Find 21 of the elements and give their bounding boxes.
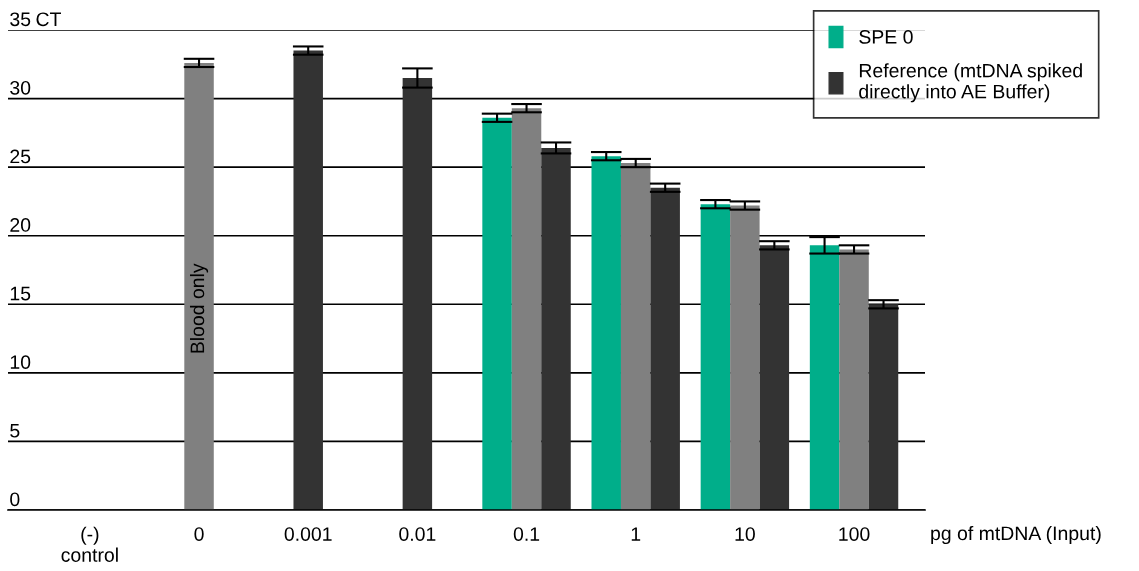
legend-label: SPE 0 bbox=[859, 30, 913, 44]
x-tick-label: (-) control bbox=[61, 526, 118, 562]
x-tick-label: 10 bbox=[735, 527, 755, 541]
y-axis-title: CT bbox=[36, 12, 61, 27]
annotation: Blood only bbox=[189, 263, 209, 353]
x-tick-label: 0.1 bbox=[513, 527, 540, 541]
x-tick-label: 100 bbox=[839, 527, 870, 541]
y-tick-label: 25 bbox=[10, 149, 31, 164]
y-tick-label: 0 bbox=[10, 492, 20, 507]
y-tick-label: 15 bbox=[10, 286, 31, 301]
y-tick-label: 5 bbox=[10, 424, 20, 438]
y-tick-label: 35 bbox=[10, 12, 31, 27]
y-tick-label: 20 bbox=[10, 218, 31, 232]
x-axis-title: pg of mtDNA (Input) bbox=[931, 525, 1101, 545]
x-tick-label: 1 bbox=[631, 527, 641, 541]
legend-label: Reference (mtDNA spiked directly into AE Buffer) bbox=[859, 63, 1082, 103]
y-tick-label: 30 bbox=[10, 80, 31, 95]
x-tick-label: 0 bbox=[194, 527, 204, 541]
x-tick-label: 0.01 bbox=[399, 527, 436, 541]
y-tick-label: 10 bbox=[10, 355, 31, 370]
x-tick-label: 0.001 bbox=[284, 527, 332, 541]
